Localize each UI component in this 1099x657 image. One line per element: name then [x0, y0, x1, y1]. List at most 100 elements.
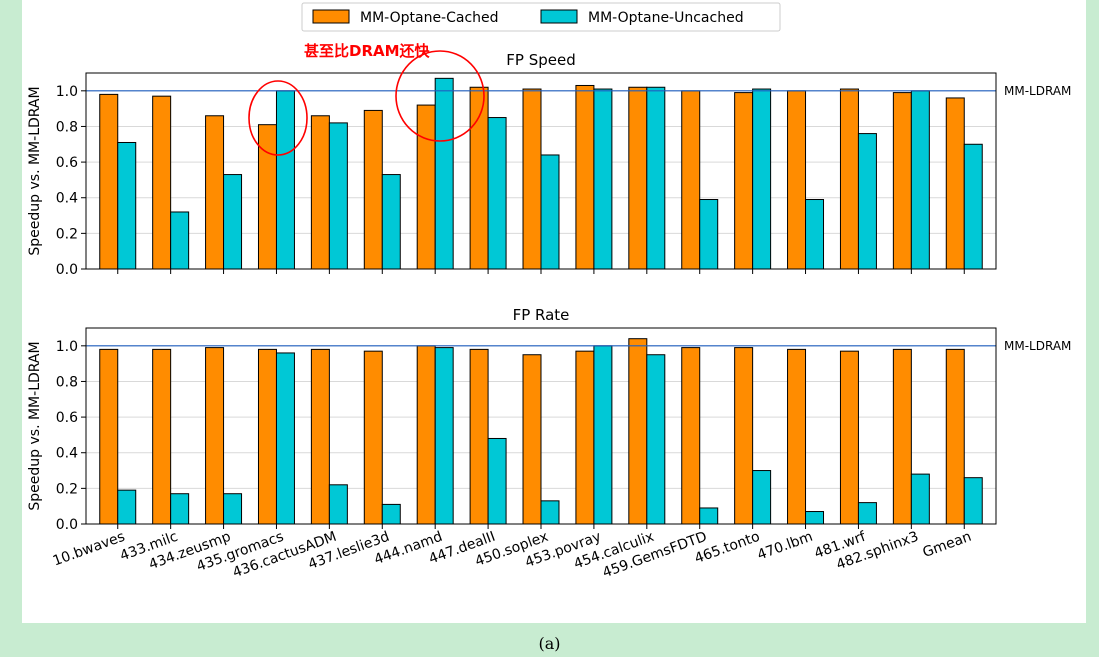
x-axis-tick-labels: 10.bwaves433.milc434.zeusmp435.gromacs43… — [51, 528, 974, 581]
bar-uncached — [381, 174, 401, 270]
bar-cached — [839, 350, 859, 525]
bar-uncached — [857, 133, 877, 270]
bar-cached — [839, 88, 859, 270]
bar-cached — [310, 115, 330, 270]
y-tick-label: 0.8 — [56, 119, 78, 135]
bar-uncached — [275, 90, 295, 270]
bar-uncached — [170, 211, 190, 270]
legend: MM-Optane-Cached MM-Optane-Uncached — [301, 2, 781, 32]
bar-cached — [628, 86, 648, 270]
bar-cached — [152, 348, 172, 525]
bar-cached — [99, 348, 119, 525]
figure-panel: MM-Optane-Cached MM-Optane-Uncached 甚至比D… — [22, 0, 1086, 623]
y-tick-label: 0.8 — [56, 374, 78, 390]
bar-uncached — [487, 117, 507, 270]
chart-title: FP Speed — [506, 51, 575, 69]
bar-cached — [257, 124, 277, 270]
bar-cached — [681, 90, 701, 270]
bar-uncached — [170, 493, 190, 525]
y-tick-label: 0.6 — [56, 155, 78, 171]
figure-caption: (a) — [538, 634, 561, 653]
bar-cached — [416, 345, 436, 525]
fp-speed-chart: 0.0 0.2 0.4 0.6 0.8 1.0 MM-LDRAM FP Speed Speedu… — [27, 51, 1071, 278]
annotation-text: 甚至比DRAM还快 — [304, 42, 431, 60]
x-tick-label: 470.lbm — [755, 529, 815, 564]
bar-cached — [628, 338, 648, 525]
legend-swatch-cached — [312, 9, 350, 24]
bar-uncached — [805, 199, 825, 270]
bar-cached — [787, 348, 807, 525]
bar-uncached — [646, 354, 666, 525]
y-tick-label: 0.0 — [56, 517, 78, 533]
bar-uncached — [487, 437, 507, 525]
bar-cached — [310, 348, 330, 525]
bar-cached — [892, 92, 912, 270]
y-tick-label: 0.6 — [56, 410, 78, 426]
bar-uncached — [381, 503, 401, 525]
legend-label-cached: MM-Optane-Cached — [360, 10, 499, 26]
bar-cached — [205, 115, 225, 270]
y-tick-label: 0.2 — [56, 481, 78, 497]
bar-cached — [205, 347, 225, 525]
bar-uncached — [752, 88, 772, 270]
reference-line-label: MM-LDRAM — [1004, 339, 1071, 353]
bar-cached — [734, 347, 754, 525]
bar-cached — [522, 354, 542, 525]
y-tick-label: 0.4 — [56, 446, 78, 462]
bar-cached — [257, 348, 277, 525]
x-tick-label: 10.bwaves — [51, 529, 127, 570]
bar-uncached — [699, 199, 719, 270]
bar-cached — [945, 348, 965, 525]
bar-cached — [681, 347, 701, 525]
bar-uncached — [699, 507, 719, 525]
bar-cached — [945, 97, 965, 270]
bar-uncached — [910, 90, 930, 270]
bar-uncached — [963, 143, 983, 270]
y-axis-label: Speedup vs. MM-LDRAM — [27, 341, 43, 510]
bar-cached — [416, 104, 436, 270]
bar-uncached — [805, 511, 825, 525]
bar-uncached — [223, 493, 243, 525]
bar-uncached — [540, 500, 560, 525]
bar-uncached — [117, 141, 137, 270]
y-tick-label: 1.0 — [56, 84, 78, 100]
bar-uncached — [328, 484, 348, 525]
annotation-circle-namd — [395, 50, 485, 142]
bar-uncached — [434, 347, 454, 525]
bar-uncached — [593, 345, 613, 525]
bar-cached — [734, 92, 754, 270]
annotation-circle-gromacs — [248, 80, 308, 156]
y-tick-label: 0.2 — [56, 226, 78, 242]
bar-uncached — [434, 77, 454, 270]
bar-uncached — [540, 154, 560, 270]
chart-title: FP Rate — [513, 306, 570, 324]
bar-cached — [575, 350, 595, 525]
bar-cached — [469, 348, 489, 525]
bar-cached — [787, 90, 807, 270]
fp-rate-chart: 0.0 0.2 0.4 0.6 0.8 1.0 MM-LDRAM FP Rate Speedup… — [27, 306, 1071, 533]
y-axis-label: Speedup vs. MM-LDRAM — [27, 86, 43, 255]
bar-uncached — [275, 352, 295, 525]
annotation-circles — [248, 50, 485, 156]
bar-uncached — [223, 174, 243, 270]
bar-uncached — [752, 470, 772, 525]
plot-frame — [85, 327, 997, 525]
bar-cached — [522, 88, 542, 270]
reference-line-label: MM-LDRAM — [1004, 84, 1071, 98]
bar-cached — [469, 86, 489, 270]
y-tick-label: 0.0 — [56, 262, 78, 278]
y-tick-label: 0.4 — [56, 191, 78, 207]
bar-cached — [575, 84, 595, 270]
bar-cached — [363, 109, 383, 270]
bar-uncached — [117, 489, 137, 525]
y-tick-label: 1.0 — [56, 339, 78, 355]
bar-uncached — [646, 86, 666, 270]
bar-uncached — [328, 122, 348, 270]
bar-uncached — [963, 477, 983, 525]
bar-cached — [892, 348, 912, 525]
bar-uncached — [593, 88, 613, 270]
x-tick-label: Gmean — [921, 529, 974, 561]
bar-cached — [363, 350, 383, 525]
bar-cached — [99, 93, 119, 270]
legend-label-uncached: MM-Optane-Uncached — [588, 10, 744, 26]
